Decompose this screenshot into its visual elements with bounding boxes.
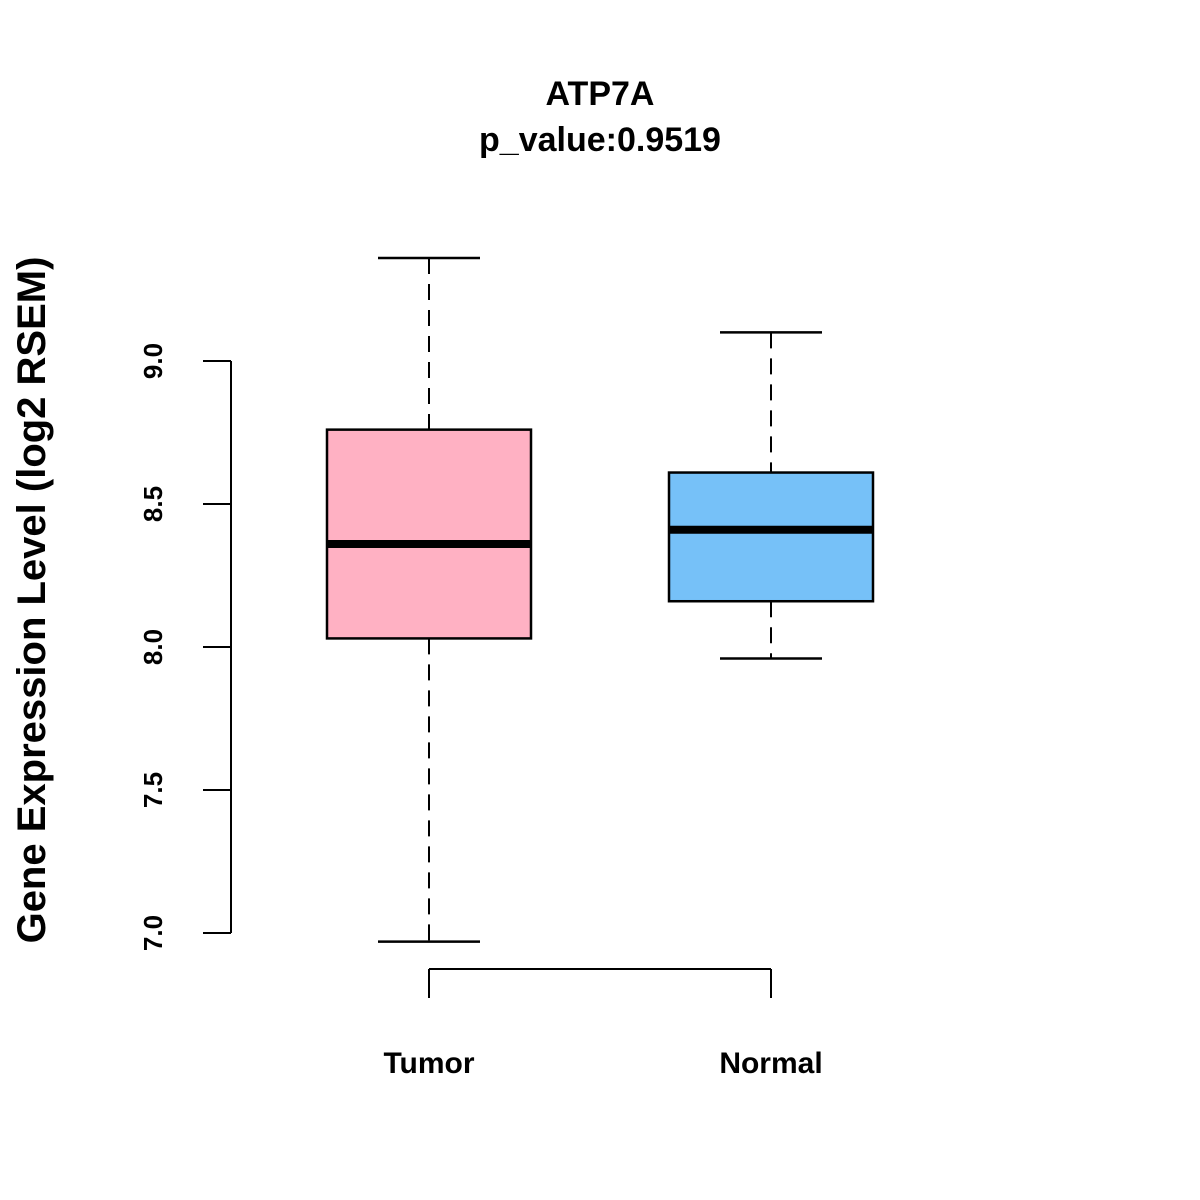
y-tick-label: 9.0 (138, 343, 168, 379)
y-tick-label: 8.0 (138, 629, 168, 665)
y-axis-label: Gene Expression Level (log2 RSEM) (10, 257, 54, 944)
box-normal (667, 471, 875, 603)
y-tick-label: 7.5 (138, 772, 168, 808)
boxes (325, 256, 875, 943)
x-tick-label: Normal (719, 1047, 822, 1080)
box-tumor (325, 428, 533, 640)
chart-subtitle: p_value:0.9519 (479, 121, 721, 159)
chart-title: ATP7A (546, 75, 655, 113)
x-tick-label: Tumor (383, 1047, 474, 1080)
x-axis: Tumor Normal (383, 968, 823, 1080)
y-tick-label: 7.0 (138, 915, 168, 951)
y-tick-label: 8.5 (138, 486, 168, 522)
y-axis: 7.0 7.5 8.0 8.5 9.0 (138, 343, 232, 951)
